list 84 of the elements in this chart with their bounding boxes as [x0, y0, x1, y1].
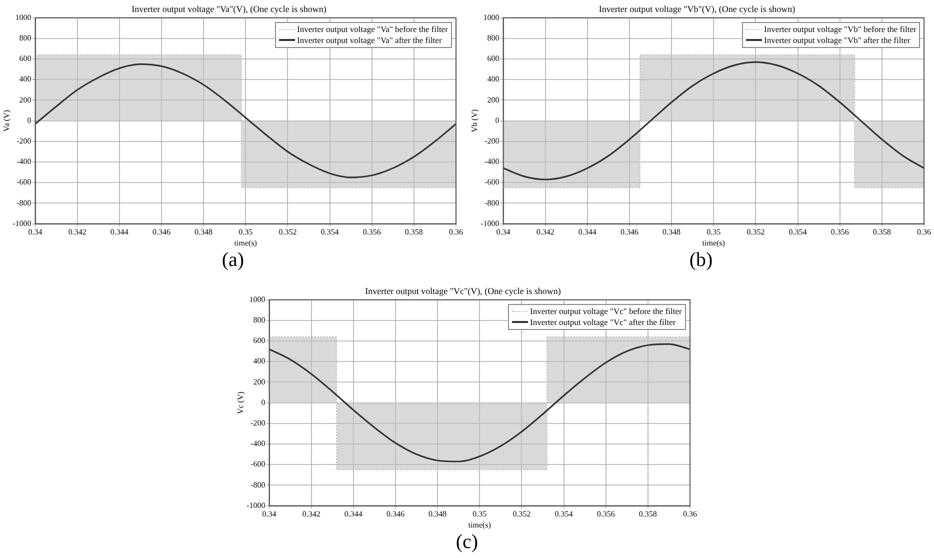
legend-label: Inverter output voltage "Vc" before the filter [530, 306, 682, 317]
y-tick-label: 400 [487, 74, 500, 84]
x-tick-label: 0.354 [554, 510, 573, 519]
x-tick-label: 0.35 [706, 228, 721, 237]
legend-label: Inverter output voltage "Vb" after the filter [764, 34, 910, 46]
y-tick-label: -600 [484, 178, 500, 187]
x-tick-label: 0.348 [194, 228, 213, 237]
x-tick-label: 0.358 [404, 228, 423, 237]
x-tick-label: 0.35 [238, 228, 253, 237]
x-tick-label: 0.348 [662, 228, 681, 237]
y-tick-label: 200 [253, 377, 266, 386]
y-tick-label: 800 [19, 33, 32, 42]
y-tick-label: -400 [250, 439, 266, 448]
x-tick-label: 0.36 [449, 228, 463, 237]
legend-label: Inverter output voltage "Va" before the filter [297, 24, 448, 35]
y-axis-title: Va (V) [2, 110, 11, 132]
y-tick-label: -200 [484, 136, 500, 146]
x-tick-label: 0.36 [683, 510, 697, 519]
y-tick-label: 1000 [15, 12, 32, 22]
text: (a) [220, 248, 246, 272]
x-tick-label: 0.344 [110, 228, 128, 237]
x-axis-title: time(s) [468, 520, 492, 530]
x-tick-label: 0.344 [578, 228, 596, 237]
x-tick-label: 0.346 [386, 510, 404, 519]
x-tick-label: 0.34 [496, 228, 510, 237]
y-tick-label: -200 [16, 136, 32, 146]
x-tick-label: 0.352 [746, 228, 765, 237]
x-tick-label: 0.356 [362, 228, 381, 237]
y-tick-label: -600 [250, 460, 266, 469]
y-tick-label: 400 [253, 356, 266, 366]
x-tick-label: 0.342 [536, 228, 554, 237]
x-tick-label: 0.34 [28, 228, 42, 237]
text: (b) [688, 248, 714, 272]
y-axis-title: Vc (V) [236, 391, 245, 414]
x-axis-title: time(s) [702, 238, 726, 248]
y-tick-label: 200 [487, 95, 500, 104]
x-tick-label: 0.36 [917, 228, 931, 237]
y-tick-label: -1000 [480, 218, 500, 228]
y-tick-label: -800 [16, 198, 32, 208]
y-tick-label: 200 [19, 95, 32, 104]
y-tick-label: 600 [19, 54, 32, 64]
chart-title: Inverter output voltage "Vc"(V), (One cycle is shown) [365, 286, 561, 296]
y-tick-label: 800 [487, 33, 500, 42]
legend-label: Inverter output voltage "Vc" after the filter [530, 316, 676, 328]
y-tick-label: 600 [487, 54, 500, 64]
x-axis-title: time(s) [234, 238, 258, 248]
x-tick-label: 0.352 [278, 228, 297, 237]
legend-label: Inverter output voltage "Va" after the filter [297, 34, 442, 46]
x-tick-label: 0.342 [302, 510, 320, 519]
y-tick-label: -600 [16, 178, 32, 187]
y-tick-label: -400 [16, 157, 32, 166]
text: (c) [454, 530, 480, 554]
x-tick-label: 0.352 [512, 510, 531, 519]
y-tick-label: -400 [484, 157, 500, 166]
x-tick-label: 0.356 [830, 228, 849, 237]
y-tick-label: 800 [253, 315, 266, 324]
x-tick-label: 0.354 [788, 228, 807, 237]
x-tick-label: 0.354 [320, 228, 339, 237]
y-tick-label: 600 [253, 336, 266, 346]
x-tick-label: 0.356 [596, 510, 615, 519]
x-tick-label: 0.346 [620, 228, 638, 237]
chart-title: Inverter output voltage "Vb"(V), (One cycle is shown) [598, 4, 796, 14]
x-tick-label: 0.358 [638, 510, 657, 519]
x-tick-label: 0.348 [428, 510, 447, 519]
y-tick-label: -800 [484, 198, 500, 208]
legend-label: Inverter output voltage "Vb" before the filter [764, 24, 916, 35]
chart-title: Inverter output voltage "Va"(V), (One cycle is shown) [132, 4, 326, 14]
y-tick-label: 0 [495, 116, 500, 125]
x-tick-label: 0.358 [872, 228, 891, 237]
x-tick-label: 0.35 [472, 510, 487, 519]
y-axis-title: Vb (V) [470, 109, 479, 132]
y-tick-label: 0 [261, 398, 266, 407]
x-tick-label: 0.346 [152, 228, 170, 237]
y-tick-label: 1000 [483, 12, 500, 22]
x-tick-label: 0.342 [68, 228, 86, 237]
y-tick-label: -1000 [246, 500, 266, 510]
y-tick-label: -800 [250, 480, 266, 490]
x-tick-label: 0.34 [262, 510, 276, 519]
y-tick-label: 0 [27, 116, 32, 125]
x-tick-label: 0.344 [344, 510, 362, 519]
y-tick-label: -1000 [12, 218, 32, 228]
y-tick-label: -200 [250, 418, 266, 428]
y-tick-label: 400 [19, 74, 32, 84]
y-tick-label: 1000 [249, 294, 266, 304]
